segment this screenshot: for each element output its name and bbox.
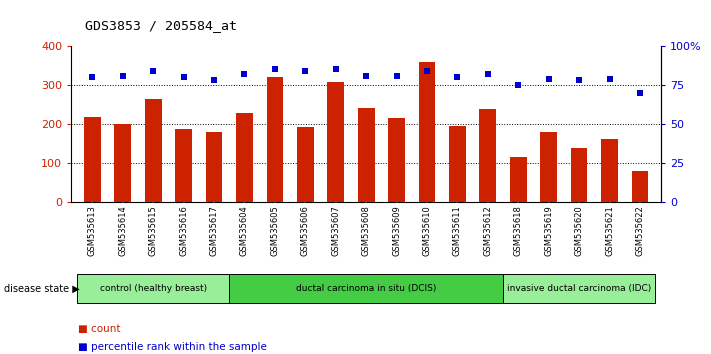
Point bbox=[299, 68, 311, 74]
Bar bbox=[571, 148, 587, 202]
FancyBboxPatch shape bbox=[503, 274, 655, 303]
Point bbox=[117, 73, 129, 79]
FancyBboxPatch shape bbox=[77, 274, 229, 303]
Text: invasive ductal carcinoma (IDC): invasive ductal carcinoma (IDC) bbox=[507, 284, 651, 293]
Point bbox=[573, 78, 584, 83]
Text: GDS3853 / 205584_at: GDS3853 / 205584_at bbox=[85, 19, 237, 32]
Point bbox=[178, 74, 189, 80]
Bar bbox=[114, 124, 131, 202]
Bar bbox=[631, 171, 648, 202]
Bar bbox=[449, 126, 466, 202]
Point bbox=[604, 76, 615, 81]
Text: GSM535616: GSM535616 bbox=[179, 205, 188, 256]
Bar bbox=[419, 62, 435, 202]
Text: GSM535610: GSM535610 bbox=[422, 205, 432, 256]
Point bbox=[87, 74, 98, 80]
Point bbox=[513, 82, 524, 88]
Point bbox=[543, 76, 555, 81]
Text: GSM535613: GSM535613 bbox=[88, 205, 97, 256]
Point bbox=[148, 68, 159, 74]
Point bbox=[482, 71, 493, 77]
Text: GSM535622: GSM535622 bbox=[636, 205, 644, 256]
Text: GSM535608: GSM535608 bbox=[362, 205, 370, 256]
Text: GSM535619: GSM535619 bbox=[544, 205, 553, 256]
Text: GSM535606: GSM535606 bbox=[301, 205, 310, 256]
Text: GSM535604: GSM535604 bbox=[240, 205, 249, 256]
Text: GSM535614: GSM535614 bbox=[118, 205, 127, 256]
Bar bbox=[267, 77, 283, 202]
Text: GSM535620: GSM535620 bbox=[574, 205, 584, 256]
Text: GSM535618: GSM535618 bbox=[514, 205, 523, 256]
Bar bbox=[297, 127, 314, 202]
Point bbox=[451, 74, 463, 80]
Point bbox=[634, 90, 646, 96]
Text: ductal carcinoma in situ (DCIS): ductal carcinoma in situ (DCIS) bbox=[296, 284, 437, 293]
Point bbox=[360, 73, 372, 79]
Text: ■ percentile rank within the sample: ■ percentile rank within the sample bbox=[78, 342, 267, 352]
Bar bbox=[388, 118, 405, 202]
FancyBboxPatch shape bbox=[229, 274, 503, 303]
Bar bbox=[327, 82, 344, 202]
Text: GSM535615: GSM535615 bbox=[149, 205, 158, 256]
Text: GSM535612: GSM535612 bbox=[483, 205, 492, 256]
Bar bbox=[236, 113, 253, 202]
Text: GSM535607: GSM535607 bbox=[331, 205, 341, 256]
Bar bbox=[510, 157, 527, 202]
Text: GSM535611: GSM535611 bbox=[453, 205, 462, 256]
Point bbox=[330, 67, 341, 72]
Text: GSM535621: GSM535621 bbox=[605, 205, 614, 256]
Text: GSM535617: GSM535617 bbox=[210, 205, 218, 256]
Bar bbox=[540, 132, 557, 202]
Bar bbox=[145, 98, 161, 202]
Text: GSM535605: GSM535605 bbox=[270, 205, 279, 256]
Bar bbox=[84, 117, 101, 202]
Point bbox=[422, 68, 433, 74]
Text: disease state ▶: disease state ▶ bbox=[4, 284, 80, 293]
Bar bbox=[358, 108, 375, 202]
Text: GSM535609: GSM535609 bbox=[392, 205, 401, 256]
Bar bbox=[205, 132, 223, 202]
Point bbox=[391, 73, 402, 79]
Point bbox=[208, 78, 220, 83]
Text: control (healthy breast): control (healthy breast) bbox=[100, 284, 207, 293]
Point bbox=[239, 71, 250, 77]
Bar bbox=[176, 129, 192, 202]
Bar bbox=[479, 109, 496, 202]
Bar bbox=[602, 139, 618, 202]
Point bbox=[269, 67, 281, 72]
Text: ■ count: ■ count bbox=[78, 324, 121, 334]
